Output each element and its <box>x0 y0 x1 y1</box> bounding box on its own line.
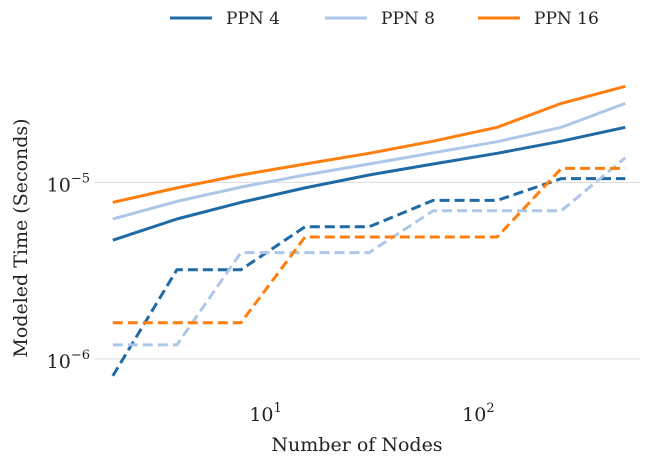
y-axis-label: Modeled Time (Seconds) <box>10 118 32 357</box>
legend-label: PPN 16 <box>534 9 599 29</box>
y-axis-ticks: 10−6 10−5 <box>47 171 90 373</box>
legend: PPN 4 PPN 8 PPN 16 <box>170 9 599 29</box>
series-group <box>111 84 627 377</box>
x-axis-ticks: 101 102 <box>249 401 494 426</box>
x-axis-label: Number of Nodes <box>271 434 442 456</box>
y-tick-label: 10−6 <box>47 348 90 373</box>
series-line-ppn-8-dashed <box>112 156 627 347</box>
y-tick-label: 10−5 <box>47 171 90 196</box>
series-line-ppn-4-dashed <box>111 177 626 377</box>
legend-label: PPN 8 <box>381 9 435 29</box>
series-line-ppn-16-dashed <box>112 166 626 325</box>
series-line-ppn-4-solid <box>112 125 626 242</box>
legend-label: PPN 4 <box>226 9 280 29</box>
series-line-ppn-16-solid <box>112 84 626 204</box>
x-tick-label: 102 <box>462 401 494 426</box>
series-line-ppn-8-solid <box>112 101 626 221</box>
x-tick-label: 101 <box>249 401 281 426</box>
